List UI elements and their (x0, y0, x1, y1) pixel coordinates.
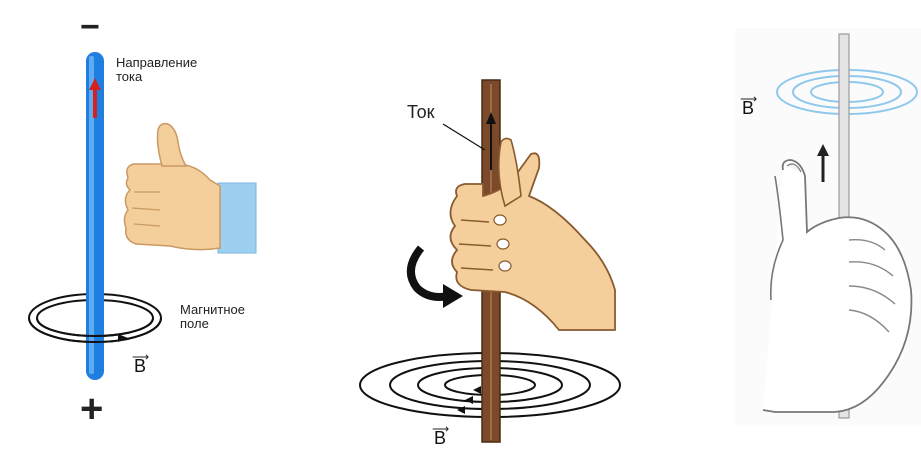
current-arrow-head (817, 144, 829, 156)
vector-b-symbol: B (742, 98, 755, 118)
finger-lines (848, 239, 896, 333)
field-direction-arrow (118, 334, 128, 342)
hand-outline (762, 159, 913, 413)
panel-faded-sketch-diagram: ⟶ B (735, 0, 921, 465)
gripping-hand (449, 152, 616, 331)
nail-3 (498, 260, 512, 272)
panel2-drawing (359, 79, 621, 443)
vector-b-label: ⟶ B (432, 422, 449, 449)
panel3-drawing (735, 28, 921, 426)
thumbnail (786, 163, 802, 173)
magnetic-field-label: Магнитное поле (180, 302, 245, 331)
vector-b-label: ⟶ B (740, 92, 757, 119)
wire-highlight (89, 56, 94, 374)
current-leader-line (442, 123, 486, 151)
sleeve (217, 182, 257, 254)
current-direction-label: Направление тока (116, 55, 198, 84)
panel1-drawing (28, 52, 257, 380)
panel-thumb-rule-diagram: − + Направление тока Магнитное поле ⟶ B (0, 0, 290, 465)
finger-lines (458, 219, 494, 271)
vector-arrow-icon: ⟶ (432, 422, 449, 436)
ring-arrow-3 (457, 406, 465, 414)
vector-arrow-icon: ⟶ (740, 92, 757, 106)
plus-terminal: + (80, 387, 104, 431)
vector-b-label: ⟶ B (132, 350, 149, 377)
nail-1 (493, 214, 507, 226)
current-arrow-head (486, 112, 496, 124)
thumb (156, 122, 188, 167)
hand-edge (769, 175, 784, 301)
current-arrow-head (89, 78, 101, 90)
minus-terminal: − (80, 8, 100, 46)
fist (123, 163, 221, 251)
rotation-arrowhead (443, 284, 463, 308)
ring-arrow-2 (465, 396, 473, 404)
vector-b-symbol: B (434, 428, 447, 448)
vector-b-symbol: B (134, 356, 147, 376)
rotation-arrow (407, 245, 450, 301)
thumb (497, 137, 522, 208)
ring-arrow-1 (473, 386, 481, 394)
current-label: Ток (407, 102, 435, 122)
nail-2 (496, 238, 510, 250)
finger-lines (131, 191, 161, 227)
vector-arrow-icon: ⟶ (132, 350, 149, 364)
panel-right-hand-grip-diagram: Ток ⟶ B (345, 0, 645, 465)
